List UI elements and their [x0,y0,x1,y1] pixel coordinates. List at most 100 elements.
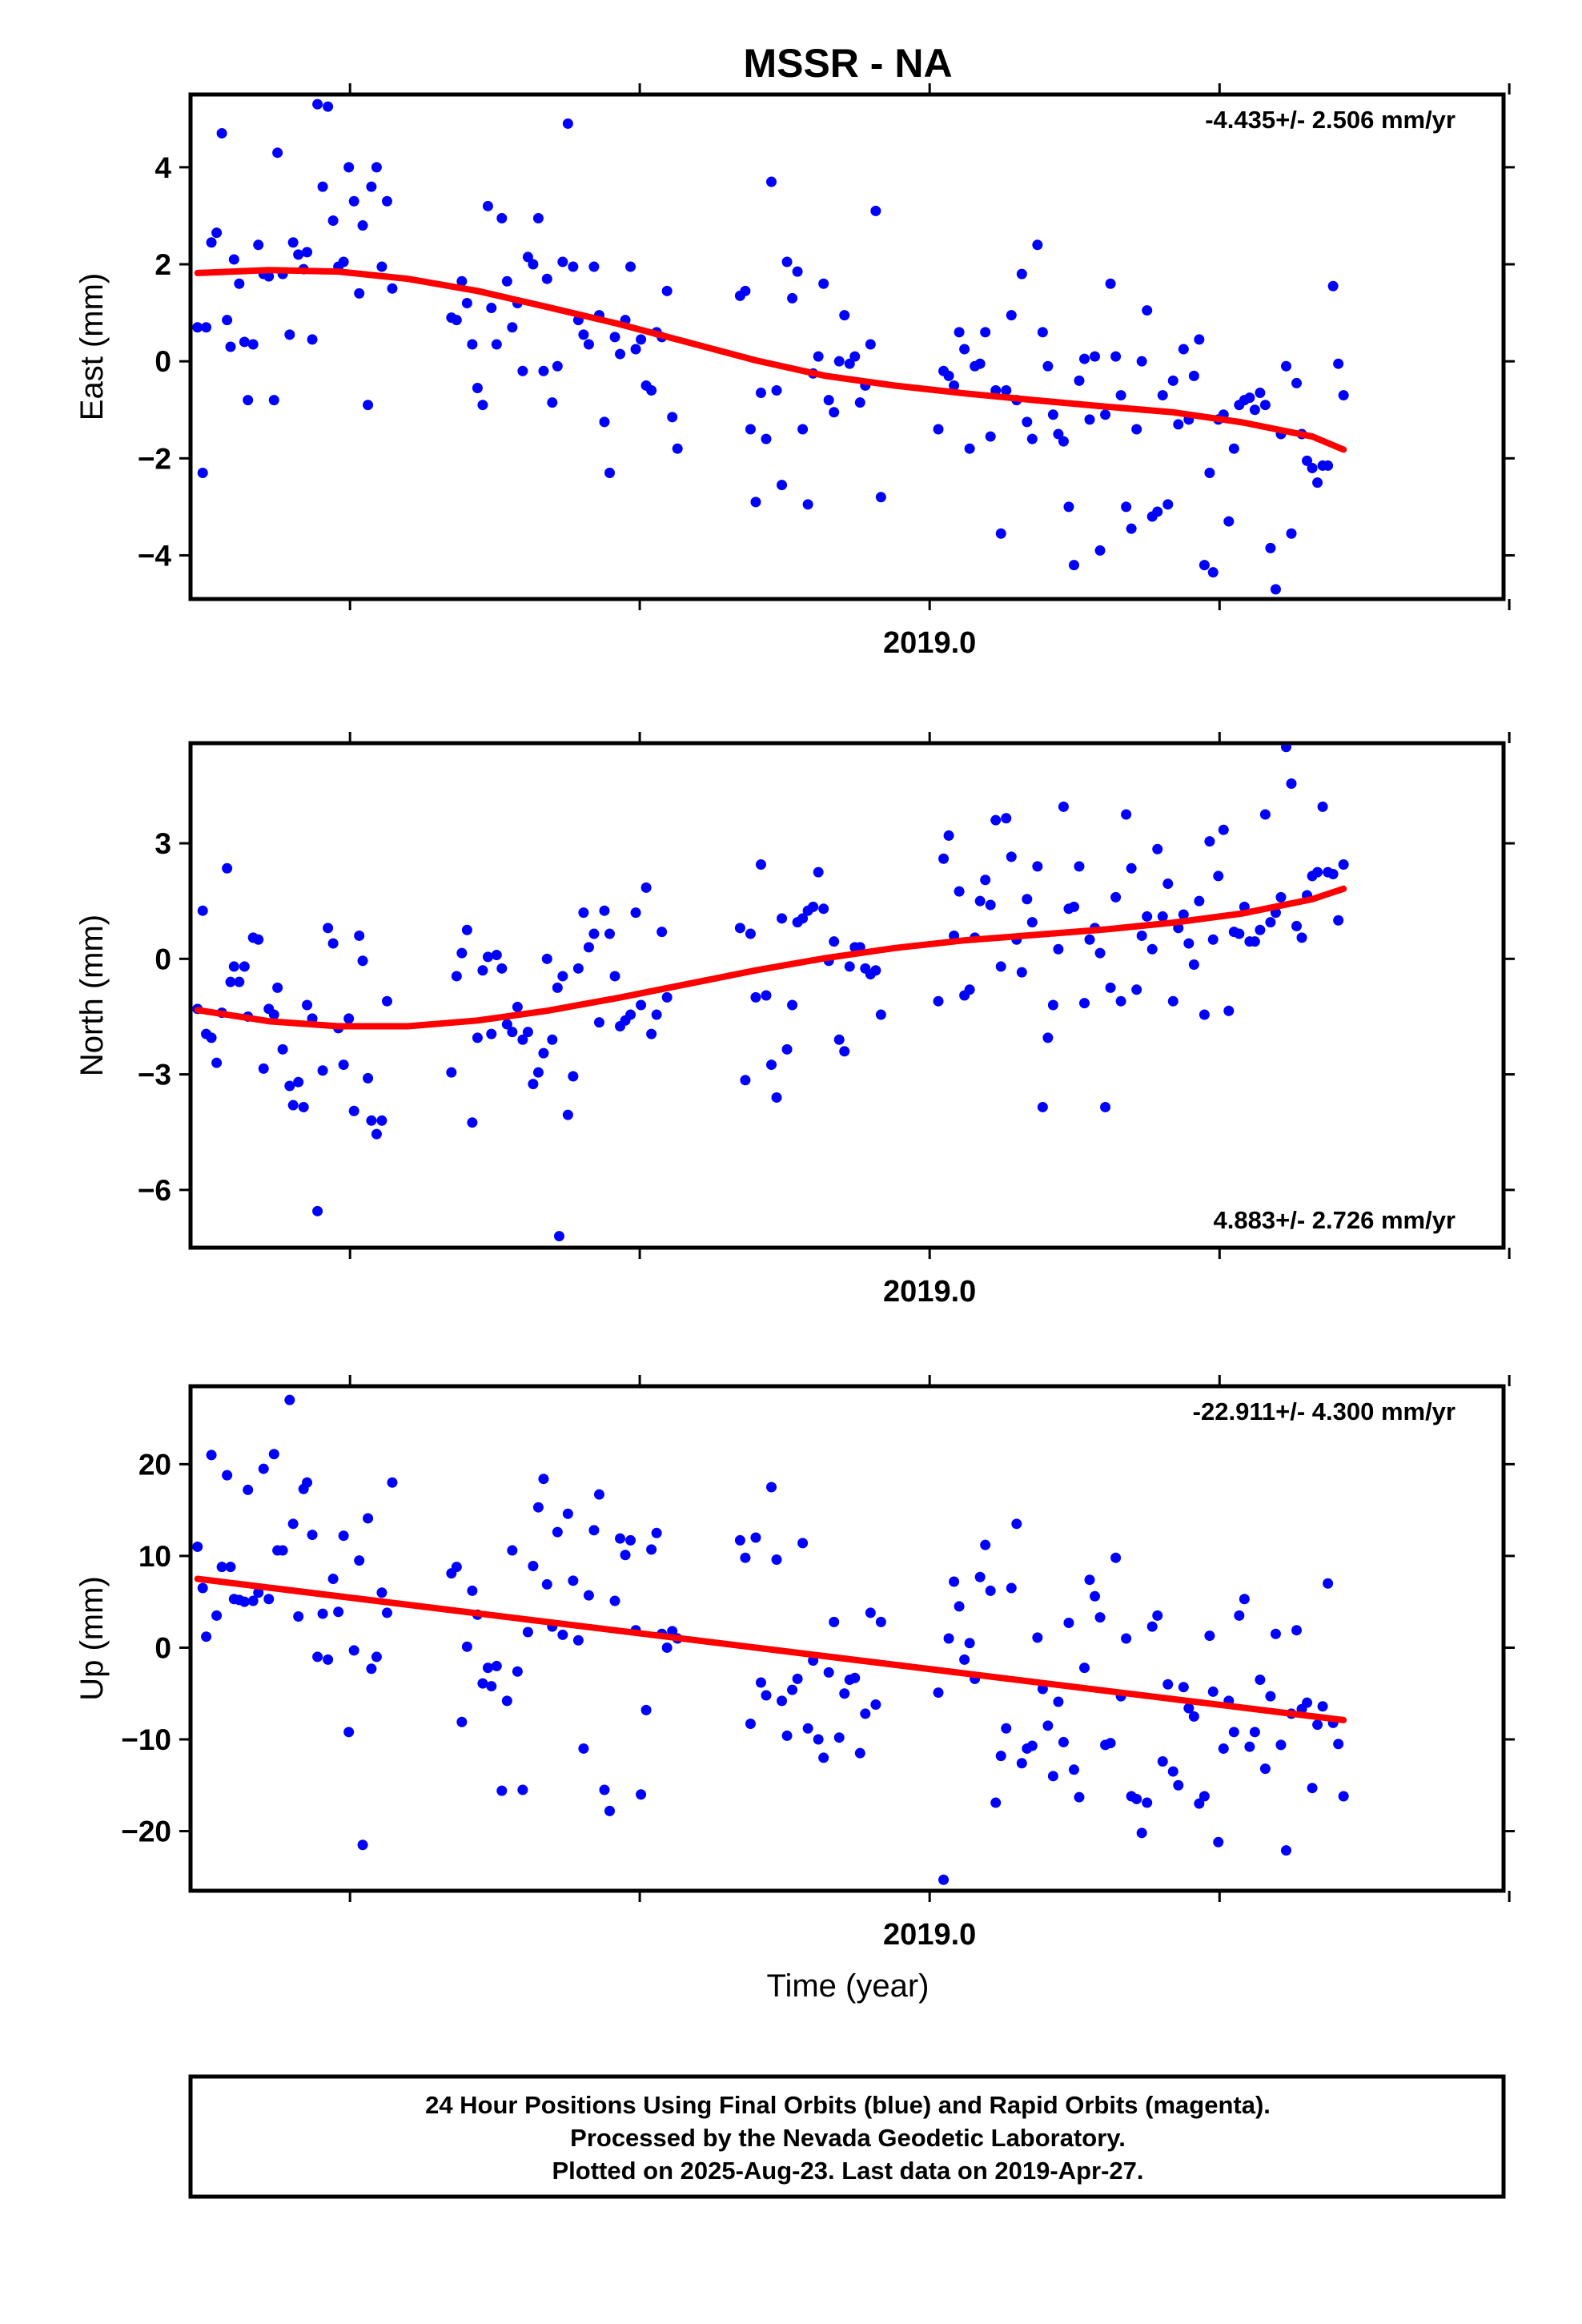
data-point [461,297,472,308]
data-point [206,1032,217,1043]
data-point [1142,1797,1153,1808]
data-point [615,1533,626,1544]
data-point [225,976,236,987]
data-point [1280,360,1291,372]
data-point [568,1575,579,1586]
data-point [860,1708,871,1719]
data-point [745,1719,756,1730]
data-point [1218,824,1229,835]
data-point [327,1574,339,1585]
data-point [1162,879,1174,890]
data-point [253,934,264,945]
data-point [829,936,840,947]
data-point [234,976,245,987]
data-point [1016,1758,1027,1769]
data-point [1302,1697,1313,1708]
data-point [980,1539,991,1550]
data-point [387,1477,398,1488]
data-point [317,181,328,192]
data-point [517,1034,528,1045]
data-point [1223,516,1235,527]
y-tick-label: −4 [138,539,172,572]
data-point [1280,1845,1291,1856]
data-point [268,395,279,406]
data-point [604,1805,615,1816]
data-point [995,1751,1006,1762]
data-point [363,400,374,411]
data-point [1188,370,1199,381]
data-point [568,1071,579,1082]
data-point [1131,424,1142,435]
data-point [954,327,965,338]
data-point [1327,280,1339,292]
data-point [1110,351,1122,362]
y-tick-label: 0 [155,345,171,378]
data-point [808,901,819,912]
data-point [1218,1743,1229,1754]
y-tick-label: −20 [121,1815,171,1848]
data-point [338,1530,349,1542]
data-point [376,1587,387,1598]
data-point [1094,545,1106,556]
data-point [1183,938,1195,949]
data-point [844,358,855,369]
data-point [813,866,824,878]
data-point [1058,801,1069,812]
data-point [467,1585,478,1596]
data-point [833,1732,845,1743]
data-point [1312,866,1323,878]
data-point [787,999,798,1011]
data-point [964,443,975,454]
data-point [512,1001,523,1012]
data-point [1110,891,1122,903]
data-point [1234,928,1245,939]
data-point [1275,1739,1287,1751]
data-point [206,1449,217,1461]
data-point [771,1554,782,1565]
data-point [974,895,986,907]
data-point [781,1043,793,1055]
data-point [1053,943,1064,955]
data-point [1100,1101,1111,1112]
data-point [750,991,761,1003]
data-point [557,1629,568,1640]
data-point [323,923,334,934]
data-point [761,1690,772,1701]
data-point [562,1508,573,1519]
data-point [787,1684,798,1695]
data-point [1338,858,1349,870]
data-point [376,1115,387,1126]
y-axis-label: East (mm) [74,273,110,420]
data-point [745,928,756,939]
data-point [357,220,368,231]
data-point [1178,909,1189,920]
data-point [1162,499,1174,510]
data-point [630,907,641,919]
data-point [792,266,803,277]
footer-line-1: 24 Hour Positions Using Final Orbits (bl… [425,2091,1271,2119]
data-point [750,497,761,508]
data-point [1142,911,1153,922]
data-point [482,200,493,211]
data-point [467,1117,478,1128]
data-point [1063,501,1074,513]
rate-label: -4.435+/- 2.506 mm/yr [1205,106,1456,134]
data-point [1084,934,1095,945]
data-point [1042,1720,1054,1731]
data-point [354,1555,365,1566]
data-point [943,370,954,381]
data-point [312,1205,323,1216]
footer-box: 24 Hour Positions Using Final Orbits (bl… [188,2074,1506,2199]
data-point [761,433,772,444]
data-point [875,1616,886,1627]
data-point [583,1590,594,1601]
data-point [277,1043,288,1055]
data-point [797,913,809,924]
data-point [482,951,493,963]
data-point [1079,353,1090,364]
fit-line [194,885,1347,1030]
data-layer [192,99,1349,595]
data-point [1006,310,1017,321]
data-point [1074,375,1085,386]
data-point [572,1634,584,1646]
